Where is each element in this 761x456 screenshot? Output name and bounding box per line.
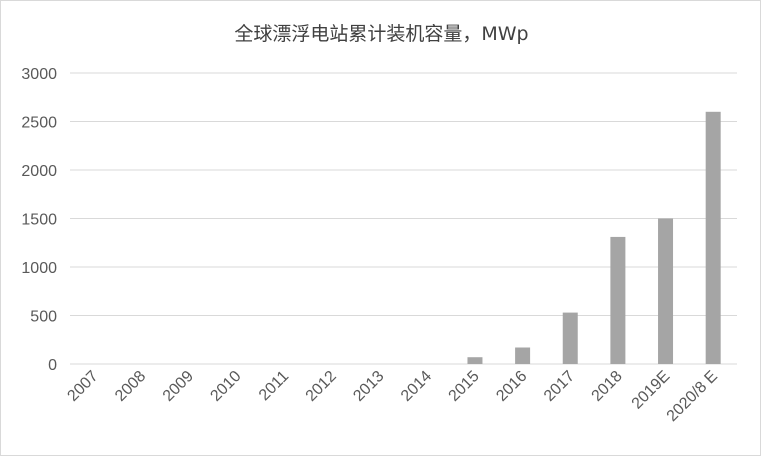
- x-tick-label: 2015: [446, 368, 483, 405]
- x-tick-label: 2020/8 E: [664, 368, 721, 425]
- bar-2015: [467, 357, 483, 364]
- x-tick-label: 2011: [256, 368, 292, 404]
- bar-2017: [562, 312, 578, 364]
- y-tick-label: 1000: [21, 260, 57, 277]
- gridlines: [70, 72, 737, 365]
- bar-2018: [610, 236, 626, 364]
- y-tick-label: 1500: [21, 212, 57, 229]
- y-tick-label: 3000: [21, 66, 57, 83]
- x-tick-label: 2007: [64, 368, 101, 405]
- y-axis-ticks: 0 500 1000 1500 2000 2500 3000: [21, 66, 57, 374]
- chart-title: 全球漂浮电站累计装机容量，MWp: [234, 23, 529, 45]
- x-tick-label: 2008: [112, 368, 149, 405]
- x-tick-label: 2019E: [629, 368, 674, 413]
- x-tick-label: 2009: [160, 368, 197, 405]
- x-axis-ticks: 2007 2008 2009 2010 2011 2012 2013 2014 2015 2016…: [64, 368, 721, 425]
- y-tick-label: 2500: [21, 115, 57, 132]
- x-tick-label: 2017: [541, 368, 578, 405]
- y-tick-label: 2000: [21, 163, 57, 180]
- x-tick-label: 2012: [303, 368, 340, 405]
- bar-2020/8 E: [705, 111, 721, 364]
- bar-2019E: [658, 218, 674, 364]
- x-tick-label: 2016: [493, 368, 530, 405]
- x-tick-label: 2014: [398, 368, 435, 405]
- x-tick-label: 2010: [207, 368, 244, 405]
- x-tick-label: 2013: [350, 368, 387, 405]
- bars: [467, 111, 721, 364]
- y-tick-label: 500: [30, 309, 57, 326]
- bar-2016: [515, 347, 531, 364]
- y-tick-label: 0: [48, 357, 57, 374]
- x-tick-label: 2018: [589, 368, 626, 405]
